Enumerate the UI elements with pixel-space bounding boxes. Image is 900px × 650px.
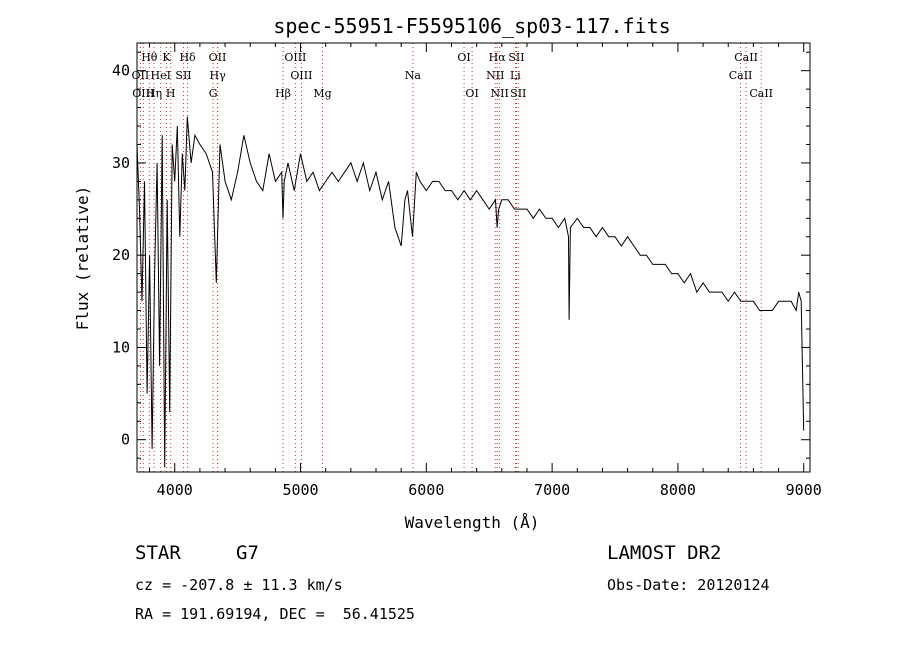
line-marker-label: SII	[510, 87, 526, 100]
line-marker-label: Mg	[313, 87, 331, 100]
line-marker-label: OIII	[290, 69, 312, 82]
x-tick-label: 7000	[534, 481, 570, 499]
line-marker-label: K	[162, 51, 171, 64]
line-marker-label: CaII	[734, 51, 758, 64]
redshift-cz: cz = -207.8 ± 11.3 km/s	[135, 576, 343, 594]
spectrum-line	[136, 116, 805, 468]
y-tick-label: 10	[112, 338, 130, 356]
x-tick-label: 6000	[408, 481, 444, 499]
line-marker-label: CaII	[729, 69, 753, 82]
line-marker-label: OIII	[132, 87, 154, 100]
y-axis-label: Flux (relative)	[73, 186, 92, 331]
line-marker-label: OI	[457, 51, 470, 64]
x-axis: 4000 5000 6000 7000 8000 9000	[149, 43, 822, 499]
x-tick-label: 4000	[157, 481, 193, 499]
x-tick-label: 8000	[660, 481, 696, 499]
y-axis: 0 10 20 30 40	[112, 51, 810, 459]
observation-date: Obs-Date: 20120124	[607, 576, 770, 594]
line-marker-label: Hη	[146, 87, 162, 100]
y-tick-label: 0	[121, 431, 130, 449]
object-type: STAR	[135, 542, 181, 564]
line-marker-label: SII	[175, 69, 191, 82]
x-tick-label: 5000	[282, 481, 318, 499]
line-marker-label: HeI	[151, 69, 171, 82]
line-marker-label: Na	[405, 69, 422, 82]
line-marker-label: Hγ	[210, 69, 227, 82]
line-marker-label: OII	[132, 69, 150, 82]
line-marker-label: OII	[209, 51, 227, 64]
object-subclass: G7	[236, 542, 259, 564]
line-marker-label: NII	[491, 87, 509, 100]
line-marker-label: Li	[510, 69, 521, 82]
line-marker-label: H	[166, 87, 176, 100]
survey-name: LAMOST DR2	[607, 542, 722, 564]
line-marker-label: SII	[508, 51, 524, 64]
line-marker-label: Hθ	[141, 51, 158, 64]
line-marker-label: OI	[465, 87, 478, 100]
y-tick-label: 30	[112, 154, 130, 172]
y-tick-label: 40	[112, 62, 130, 80]
line-marker-label: OIII	[284, 51, 306, 64]
plot-frame	[136, 42, 811, 473]
x-axis-label: Wavelength (Å)	[405, 513, 540, 532]
line-marker-label: G	[209, 87, 218, 100]
line-marker-label: NII	[486, 69, 504, 82]
y-tick-label: 20	[112, 246, 130, 264]
line-marker-label: Hβ	[275, 87, 291, 100]
line-marker-label: Hδ	[179, 51, 196, 64]
line-marker-label: Hα	[489, 51, 507, 64]
x-tick-label: 9000	[786, 481, 822, 499]
line-marker-label: CaII	[749, 87, 773, 100]
coordinates: RA = 191.69194, DEC = 56.41525	[135, 605, 415, 623]
chart-title: spec-55951-F5595106_sp03-117.fits	[273, 14, 670, 38]
